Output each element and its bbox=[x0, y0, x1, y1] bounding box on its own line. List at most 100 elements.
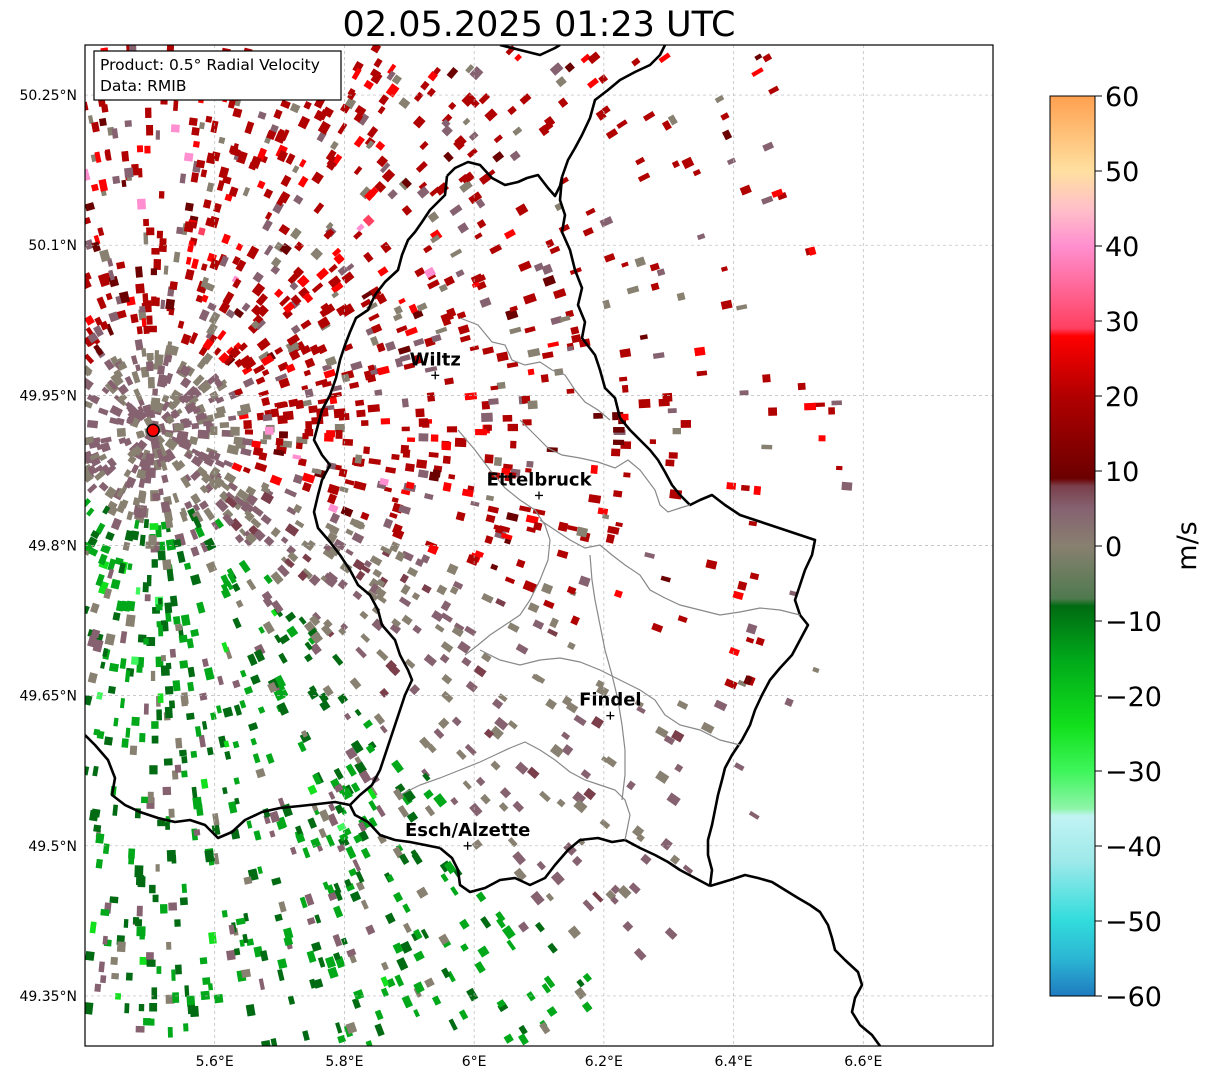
radar-echo-cell bbox=[180, 614, 191, 627]
radar-echo-cell bbox=[176, 550, 186, 564]
radar-echo-cell bbox=[470, 500, 480, 507]
radar-echo-cell bbox=[93, 824, 102, 833]
radar-echo-cell bbox=[201, 720, 208, 730]
radar-echo-cell bbox=[284, 523, 300, 537]
radar-echo-cell bbox=[192, 140, 200, 148]
radar-echo-cell bbox=[259, 439, 268, 445]
radar-echo-cell bbox=[459, 334, 471, 343]
radar-echo-cell bbox=[341, 373, 351, 383]
colorbar-tick-label: 30 bbox=[1105, 307, 1139, 338]
radar-echo-cell bbox=[615, 521, 623, 528]
radar-echo-cell bbox=[106, 457, 117, 469]
radar-echo-cell bbox=[144, 594, 151, 602]
lat-tick-label: 49.35°N bbox=[19, 989, 77, 1005]
radar-echo-cell bbox=[261, 590, 273, 602]
radar-echo-cell bbox=[135, 364, 141, 372]
radar-echo-cell bbox=[274, 634, 282, 644]
radar-echo-cell bbox=[431, 610, 444, 623]
radar-echo-cell bbox=[314, 914, 322, 924]
radar-echo-cell bbox=[446, 66, 459, 80]
radar-echo-cell bbox=[527, 368, 535, 376]
radar-echo-cell bbox=[223, 355, 234, 366]
radar-echo-cell bbox=[164, 354, 173, 363]
radar-echo-cell bbox=[271, 877, 282, 886]
radar-echo-cell bbox=[85, 605, 90, 615]
radar-echo-cell bbox=[136, 468, 147, 480]
radar-echo-cell bbox=[298, 286, 310, 299]
radar-echo-cell bbox=[333, 408, 346, 419]
radar-echo-cell bbox=[812, 666, 820, 674]
radar-echo-cell bbox=[276, 193, 287, 207]
radar-echo-cell bbox=[157, 624, 164, 637]
radar-echo-cell bbox=[404, 658, 416, 669]
radar-echo-cell bbox=[424, 365, 438, 373]
radar-echo-cell bbox=[377, 833, 387, 845]
radar-echo-cell bbox=[603, 253, 616, 263]
radar-echo-cell bbox=[370, 71, 383, 85]
radar-echo-cell bbox=[277, 415, 288, 425]
radar-echo-cell bbox=[98, 453, 108, 462]
radar-echo-cell bbox=[264, 426, 274, 435]
radar-echo-cell bbox=[500, 532, 513, 541]
radar-echo-cell bbox=[250, 517, 262, 529]
radar-echo-cell bbox=[85, 694, 93, 706]
radar-echo-cell bbox=[141, 796, 150, 804]
radar-echo-cell bbox=[426, 87, 436, 98]
radar-echo-cell bbox=[522, 580, 537, 593]
radar-echo-cell bbox=[379, 725, 388, 734]
radar-echo-cell bbox=[541, 263, 553, 275]
radar-echo-cell bbox=[123, 601, 131, 610]
radar-echo-cell bbox=[354, 399, 365, 407]
radar-echo-cell bbox=[398, 504, 411, 515]
radar-echo-cell bbox=[277, 968, 285, 982]
radar-echo-cell bbox=[283, 936, 294, 946]
radar-echo-cell bbox=[462, 117, 471, 126]
radar-echo-cell bbox=[583, 787, 597, 801]
radar-echo-cell bbox=[91, 183, 99, 192]
radar-echo-cell bbox=[90, 602, 100, 614]
radar-echo-cell bbox=[401, 426, 410, 432]
radar-echo-cell bbox=[222, 787, 228, 795]
radar-echo-cell bbox=[831, 400, 842, 406]
radar-echo-cell bbox=[376, 648, 389, 662]
radar-echo-cell bbox=[159, 904, 168, 914]
radar-echo-cell bbox=[180, 475, 191, 489]
radar-echo-cell bbox=[308, 574, 321, 587]
radar-echo-cell bbox=[498, 802, 509, 812]
radar-echo-cell bbox=[118, 562, 126, 574]
radar-echo-cell bbox=[251, 304, 263, 317]
radar-echo-cell bbox=[762, 374, 771, 383]
radar-echo-cell bbox=[300, 319, 312, 330]
radar-echo-cell bbox=[304, 641, 313, 651]
radar-echo-cell bbox=[570, 615, 580, 626]
radar-echo-cell bbox=[297, 457, 307, 467]
radar-echo-cell bbox=[334, 804, 345, 815]
radar-echo-cell bbox=[151, 721, 159, 729]
radar-echo-cell bbox=[158, 488, 164, 496]
radar-echo-cell bbox=[424, 805, 436, 817]
radar-echo-cell bbox=[286, 506, 297, 516]
radar-echo-cell bbox=[179, 897, 188, 906]
radar-echo-cell bbox=[222, 291, 235, 305]
radar-echo-cell bbox=[238, 559, 251, 574]
border-germany-france bbox=[709, 873, 882, 1046]
radar-echo-cell bbox=[135, 1025, 145, 1033]
radar-echo-cell bbox=[244, 513, 253, 522]
radar-echo-cell bbox=[173, 539, 182, 548]
radar-echo-cell bbox=[93, 437, 101, 444]
radar-echo-cell bbox=[349, 381, 360, 390]
radar-echo-cell bbox=[85, 314, 95, 326]
radar-echo-cell bbox=[179, 749, 187, 757]
radar-echo-cell bbox=[164, 431, 174, 439]
radar-echo-cell bbox=[160, 654, 167, 662]
radar-echo-cell bbox=[285, 363, 296, 373]
radar-echo-cell bbox=[379, 688, 389, 698]
radar-echo-cell bbox=[116, 941, 126, 953]
radar-echo-cell bbox=[296, 274, 310, 288]
radar-echo-cell bbox=[180, 694, 188, 707]
radar-echo-cell bbox=[415, 408, 425, 418]
radar-echo-cell bbox=[227, 415, 237, 422]
radar-echo-cell bbox=[379, 162, 391, 174]
radar-echo-cell bbox=[235, 259, 247, 272]
district-line-mid bbox=[479, 649, 741, 746]
